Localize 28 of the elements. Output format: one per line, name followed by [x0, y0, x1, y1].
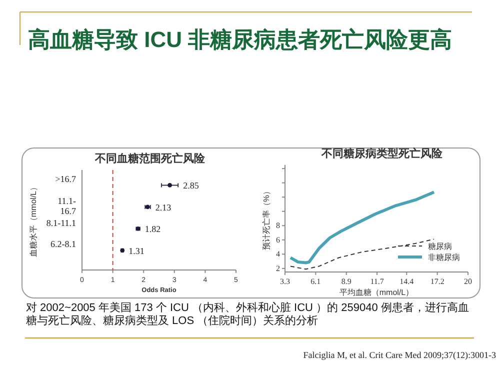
x-tick-label: 20: [464, 277, 472, 286]
x-tick-label: 8.9: [341, 277, 352, 286]
legend-label: 糖尿病: [428, 242, 452, 251]
text: Falciglia M, et al. Crit Care Med 2009;37(12):3001-3: [303, 350, 496, 360]
x-tick-label: 11.7: [370, 277, 384, 286]
data-label: 1.31: [128, 246, 144, 256]
y-tick-label: 6.2-8.1: [50, 239, 76, 250]
x-tick-label: 3.3: [280, 277, 290, 286]
legend-label: 非糖尿病: [428, 253, 460, 262]
y-tick-label: 6: [276, 235, 280, 244]
x-axis-title: 平均血糖（mmol/L）: [339, 288, 414, 297]
data-label: 1.82: [144, 224, 161, 234]
chart-title: 不同血糖范围死亡风险: [94, 152, 206, 165]
y-axis-title: 血糖水平（mmol/L）: [29, 182, 38, 258]
title: 高血糖导致 ICU 非糖尿病患者死亡风险更高: [28, 27, 452, 52]
x-tick-label: 14.4: [400, 277, 414, 286]
y-tick-label: 2: [276, 264, 280, 273]
y-tick-label: 4: [276, 250, 280, 259]
y-tick-label: 8: [276, 221, 280, 230]
y-tick-label: >16.7: [54, 174, 76, 184]
x-tick-label: 17.2: [430, 277, 444, 286]
data-label: 2.13: [155, 202, 172, 212]
x-tick-label: 6.1: [310, 277, 321, 286]
y-tick-label: 11.1-16.7: [56, 196, 76, 216]
data-label: 2.85: [183, 180, 200, 191]
y-axis-title: 预计死亡率（%）: [262, 186, 271, 250]
chart-title: 不同糖尿病类型死亡风险: [320, 147, 444, 160]
y-tick-label: 8.1-11.1: [45, 218, 76, 228]
